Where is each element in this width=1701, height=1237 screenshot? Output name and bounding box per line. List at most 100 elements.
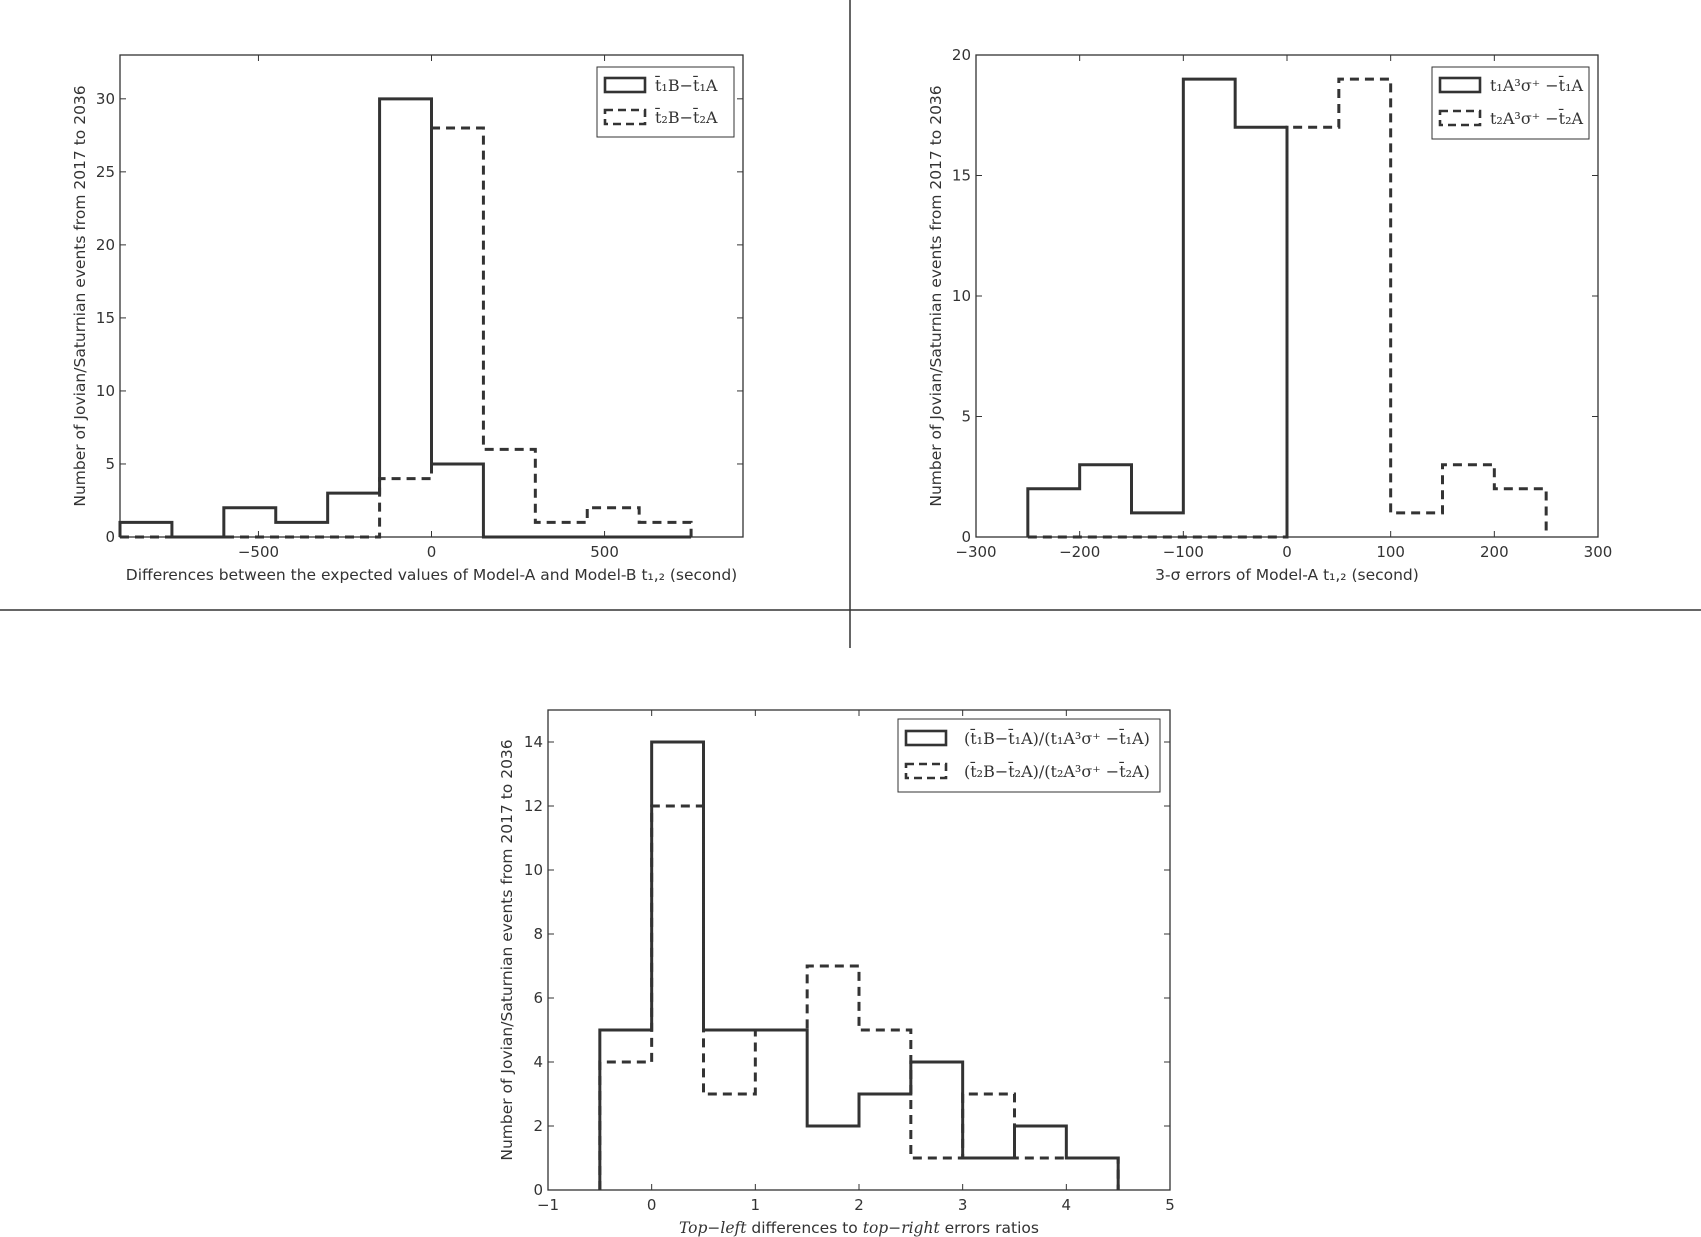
x-axis-label: Top−left differences to top−right errors… <box>679 1219 1039 1237</box>
histogram-bin-solid <box>380 99 432 537</box>
legend: t̄₁B−t̄₁A t̄₂B−t̄₂A <box>596 66 735 138</box>
histogram-bin-dashed <box>380 479 432 537</box>
y-tick-label: 6 <box>533 989 543 1007</box>
legend-label: (t̄₁B−t̄₁A)/(t₁A³σ⁺ −t̄₁A) <box>964 727 1150 748</box>
x-tick-label: −1 <box>537 1196 559 1214</box>
histogram-top-right: −300 −200 −100 0 100 200 300 0 5 10 15 20 3-σ errors… <box>927 46 1612 584</box>
series-solid-path <box>118 97 692 539</box>
legend-swatch-dashed <box>1438 109 1482 127</box>
histogram-bin-solid <box>1183 79 1235 537</box>
histogram-bin-dashed <box>704 1094 756 1190</box>
series-solid-path <box>598 740 1120 1190</box>
y-tick-label: 20 <box>96 236 115 254</box>
histogram-bin-dashed <box>1391 513 1443 537</box>
y-tick-label: 12 <box>524 797 543 815</box>
histogram-bin-solid <box>652 742 704 1190</box>
histogram-bin-solid <box>859 1094 911 1190</box>
y-tick-label: 14 <box>524 733 543 751</box>
histogram-bin-solid <box>963 1158 1015 1190</box>
legend-label: t₁A³σ⁺ −t̄₁A <box>1490 74 1584 95</box>
y-tick-label: 10 <box>96 382 115 400</box>
legend-swatch-solid <box>904 729 948 747</box>
legend-label: t₂A³σ⁺ −t̄₂A <box>1490 107 1584 128</box>
series-dashed-path <box>598 804 1120 1190</box>
y-tick-label: 0 <box>533 1181 543 1199</box>
x-tick-label: 0 <box>1282 543 1292 561</box>
x-axis-label-part: differences to <box>746 1219 862 1237</box>
histogram-bin-solid <box>1235 127 1287 537</box>
y-tick-label: 15 <box>96 309 115 327</box>
y-tick-label: 4 <box>533 1053 543 1071</box>
x-tick-label: 0 <box>427 543 437 561</box>
legend-swatch-dashed <box>603 108 647 126</box>
histogram-bin-dashed <box>600 1062 652 1190</box>
legend-swatch-solid <box>1438 76 1482 94</box>
x-axis-label-part: Top−left <box>679 1219 747 1237</box>
histogram-bin-solid <box>120 522 172 537</box>
x-tick-label: −500 <box>238 543 279 561</box>
histogram-bin-dashed <box>432 128 484 537</box>
x-tick-label: 1 <box>751 1196 761 1214</box>
histogram-bin-dashed <box>911 1158 963 1190</box>
legend-label: t̄₁B−t̄₁A <box>654 74 717 95</box>
y-tick-label: 15 <box>952 167 971 185</box>
histogram-bin-solid <box>911 1062 963 1190</box>
x-tick-label: −100 <box>1163 543 1204 561</box>
legend-label: t̄₂B−t̄₂A <box>654 106 717 127</box>
panel-dividers <box>0 0 1701 648</box>
histogram-bin-solid <box>276 522 328 537</box>
histogram-bin-dashed <box>652 806 704 1190</box>
x-tick-label: 300 <box>1584 543 1613 561</box>
x-tick-label: 4 <box>1062 1196 1072 1214</box>
y-tick-label: 10 <box>952 287 971 305</box>
histogram-bin-solid <box>1132 513 1184 537</box>
histogram-bin-dashed <box>587 508 639 537</box>
y-tick-label: 0 <box>961 528 971 546</box>
y-tick-label: 8 <box>533 925 543 943</box>
histogram-bin-dashed <box>1443 465 1495 537</box>
histogram-top-left: −500 0 500 0 5 10 15 20 25 30 Differences between … <box>71 54 744 584</box>
x-tick-label: −200 <box>1059 543 1100 561</box>
histogram-bin-solid <box>755 1030 807 1190</box>
x-axis-label: Differences between the expected values … <box>126 566 737 584</box>
y-axis-label: Number of Jovian/Saturnian events from 2… <box>71 85 89 506</box>
y-tick-label: 2 <box>533 1117 543 1135</box>
histogram-bin-dashed <box>1066 1158 1118 1190</box>
y-tick-label: 0 <box>105 528 115 546</box>
x-axis-label-part: top−right <box>863 1219 941 1237</box>
histogram-bin-dashed <box>963 1094 1015 1190</box>
histogram-bin-solid <box>1066 1158 1118 1190</box>
legend: t₁A³σ⁺ −t̄₁A t₂A³σ⁺ −t̄₂A <box>1431 66 1590 140</box>
histogram-bin-dashed <box>483 449 535 537</box>
y-tick-label: 25 <box>96 163 115 181</box>
histogram-bin-dashed <box>755 1030 807 1190</box>
histogram-bin-solid <box>432 464 484 537</box>
x-axis-label: 3-σ errors of Model-A t₁,₂ (second) <box>1155 566 1419 584</box>
histogram-bin-dashed <box>639 522 691 537</box>
y-tick-label: 5 <box>961 408 971 426</box>
y-tick-label: 30 <box>96 90 115 108</box>
histogram-bin-solid <box>1028 489 1080 537</box>
series-solid-path <box>1026 77 1289 537</box>
histogram-bin-dashed <box>1339 79 1391 537</box>
x-tick-label: 3 <box>958 1196 968 1214</box>
legend: (t̄₁B−t̄₁A)/(t₁A³σ⁺ −t̄₁A) (t̄₂B−t̄₂A)/(t… <box>897 718 1161 793</box>
y-tick-label: 10 <box>524 861 543 879</box>
y-tick-label: 5 <box>105 455 115 473</box>
series-dashed-path <box>1027 77 1548 539</box>
histogram-bin-solid <box>1080 465 1132 537</box>
x-tick-label: −300 <box>955 543 996 561</box>
x-tick-label: 200 <box>1480 543 1509 561</box>
histogram-bin-solid <box>807 1126 859 1190</box>
y-tick-label: 20 <box>952 46 971 64</box>
histogram-bin-dashed <box>1494 489 1546 537</box>
x-tick-label: 0 <box>647 1196 657 1214</box>
y-axis-label: Number of Jovian/Saturnian events from 2… <box>498 739 516 1160</box>
histogram-bin-solid <box>704 1030 756 1190</box>
histogram-bin-dashed <box>1287 127 1339 537</box>
series-dashed-path <box>120 126 693 539</box>
x-tick-label: 5 <box>1165 1196 1175 1214</box>
legend-swatch-dashed <box>904 762 948 780</box>
